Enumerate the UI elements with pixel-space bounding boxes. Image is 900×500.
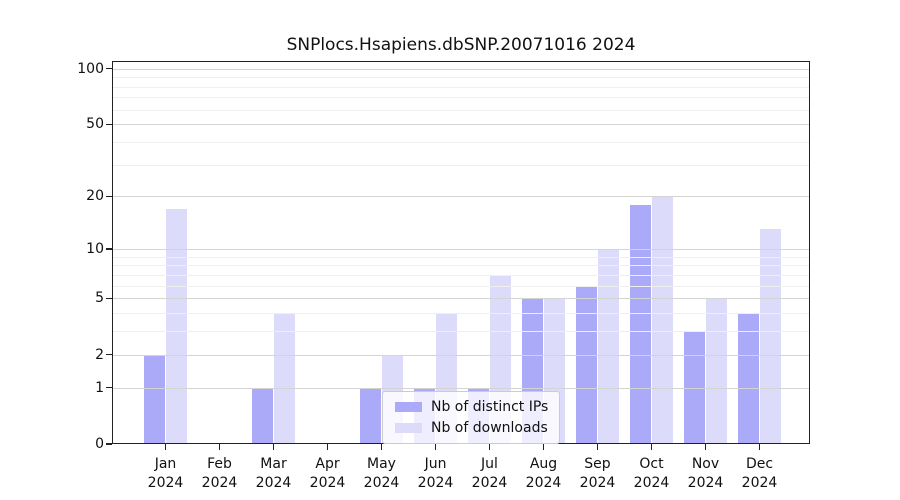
y-minor-gridline	[112, 164, 810, 166]
y-minor-gridline	[112, 256, 810, 258]
x-tick-label: Jan 2024	[147, 456, 184, 491]
x-tick-label: May 2024	[363, 456, 400, 491]
legend-label-downloads: Nb of downloads	[431, 420, 548, 436]
y-tick-mark	[106, 443, 112, 445]
y-major-gridline	[112, 387, 810, 389]
y-tick-label: 10	[86, 240, 104, 257]
x-tick-label: Jul 2024	[471, 456, 508, 491]
y-minor-gridline	[112, 285, 810, 287]
y-tick-label: 2	[95, 346, 104, 363]
y-minor-gridline	[112, 331, 810, 333]
y-tick-mark	[106, 195, 112, 198]
bar-nov-downloads	[705, 298, 728, 444]
y-tick-label: 1	[95, 379, 104, 396]
y-tick-mark	[106, 297, 112, 299]
x-tick-mark	[596, 444, 599, 450]
y-major-gridline	[112, 248, 810, 250]
legend: Nb of distinct IPs Nb of downloads	[382, 391, 561, 444]
legend-swatch-downloads	[395, 423, 422, 433]
x-tick-label: Apr 2024	[309, 456, 346, 491]
legend-item-downloads: Nb of downloads	[395, 420, 548, 436]
x-tick-label: Mar 2024	[255, 456, 292, 491]
y-tick-mark	[106, 386, 112, 389]
x-tick-mark	[380, 444, 383, 450]
legend-label-distinct-ips: Nb of distinct IPs	[431, 399, 549, 415]
legend-swatch-distinct-ips	[395, 402, 422, 412]
y-tick-label: 20	[86, 188, 104, 205]
bar-jan-distinct-ips	[143, 354, 166, 444]
y-major-gridline	[112, 124, 810, 126]
y-major-gridline	[112, 298, 810, 300]
bar-jan-downloads	[165, 208, 188, 444]
bar-mar-downloads	[273, 313, 296, 444]
y-minor-gridline	[112, 313, 810, 315]
x-tick-label: Nov 2024	[687, 456, 724, 491]
y-minor-gridline	[112, 86, 810, 88]
y-tick-mark	[106, 248, 112, 250]
x-tick-mark	[758, 444, 761, 450]
bar-oct-distinct-ips	[629, 204, 652, 444]
bar-may-distinct-ips	[359, 387, 382, 444]
plot-area: 0 1 2 5 10 20 50 100 Jan 2024 Feb 2024 Mar 2024 Apr 202…	[77, 61, 810, 491]
y-tick-label: 100	[77, 60, 104, 77]
y-minor-gridline	[112, 141, 810, 143]
y-minor-gridline	[112, 77, 810, 79]
y-major-gridline	[112, 68, 810, 70]
y-minor-gridline	[112, 265, 810, 267]
bar-oct-downloads	[651, 196, 674, 444]
x-tick-label: Oct 2024	[633, 456, 670, 491]
y-tick-mark	[106, 67, 112, 70]
bar-sep-distinct-ips	[575, 285, 598, 444]
y-major-gridline	[112, 196, 810, 198]
x-tick-mark	[272, 444, 275, 450]
x-tick-label: Jun 2024	[417, 456, 454, 491]
x-tick-label: Aug 2024	[525, 456, 562, 491]
x-tick-mark	[542, 444, 545, 450]
x-tick-label: Sep 2024	[579, 456, 616, 491]
bar-mar-distinct-ips	[251, 387, 274, 444]
y-minor-gridline	[112, 109, 810, 111]
x-tick-mark	[488, 444, 491, 450]
bar-dec-distinct-ips	[737, 313, 760, 444]
y-tick-label: 5	[95, 290, 104, 307]
y-tick-mark	[106, 353, 112, 356]
y-minor-gridline	[112, 274, 810, 276]
x-tick-label: Dec 2024	[741, 456, 778, 491]
x-tick-mark	[704, 444, 707, 450]
x-tick-mark	[164, 444, 167, 450]
bar-sep-downloads	[597, 249, 620, 444]
y-major-gridline	[112, 354, 810, 356]
legend-item-distinct-ips: Nb of distinct IPs	[395, 399, 548, 415]
x-tick-mark	[218, 444, 221, 450]
chart-title: SNPlocs.Hsapiens.dbSNP.20071016 2024	[286, 35, 636, 55]
bar-dec-downloads	[759, 229, 782, 444]
y-tick-mark	[106, 123, 112, 125]
x-tick-mark	[326, 444, 329, 450]
x-tick-label: Feb 2024	[201, 456, 238, 491]
y-tick-label: 50	[86, 116, 104, 133]
x-tick-mark	[650, 444, 653, 450]
y-minor-gridline	[112, 97, 810, 99]
y-tick-label: 0	[95, 436, 104, 452]
x-tick-mark	[434, 444, 437, 450]
